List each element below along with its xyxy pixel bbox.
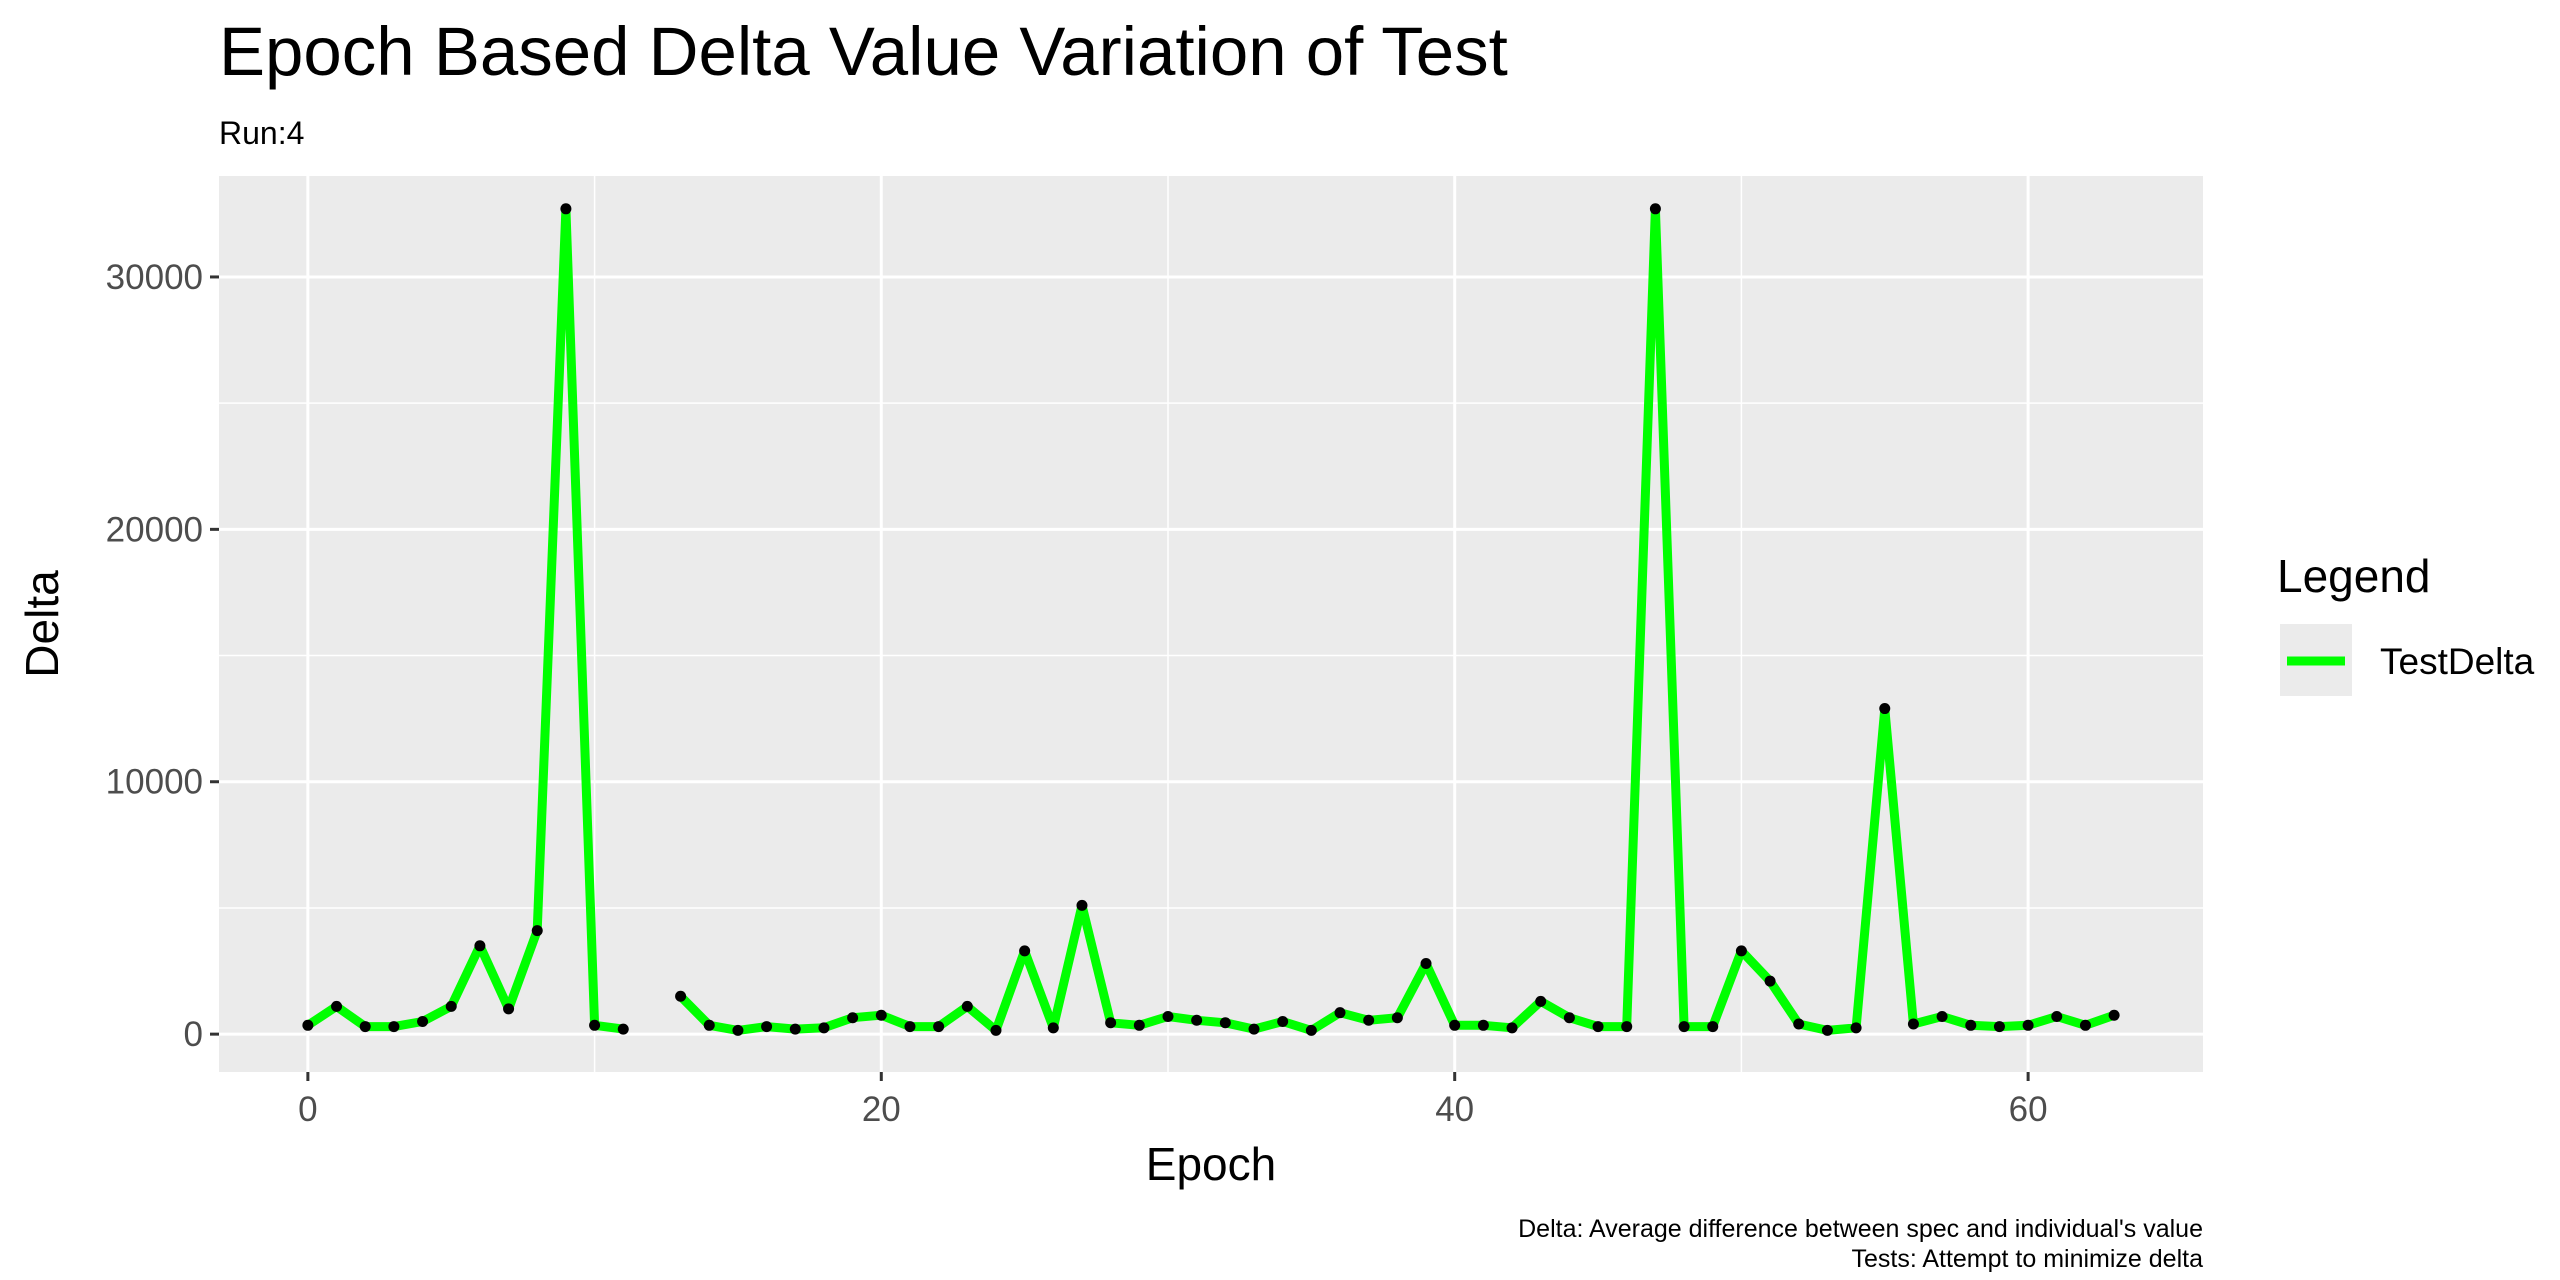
data-point xyxy=(1019,945,1031,957)
x-axis-title: Epoch xyxy=(1146,1138,1276,1190)
data-points xyxy=(302,203,2120,1036)
y-axis: 0 10000 20000 30000 xyxy=(106,258,219,1054)
data-point xyxy=(1821,1024,1833,1036)
x-tick-label: 60 xyxy=(2009,1090,2048,1129)
data-point xyxy=(2108,1009,2120,1021)
x-tick-label: 20 xyxy=(862,1090,901,1129)
data-point xyxy=(1592,1021,1604,1033)
data-point xyxy=(961,1000,973,1012)
data-point xyxy=(1764,975,1776,987)
data-point xyxy=(417,1016,429,1028)
y-tick-label: 10000 xyxy=(106,763,203,802)
legend-title: Legend xyxy=(2277,550,2431,602)
y-tick-label: 30000 xyxy=(106,258,203,297)
x-tick-label: 40 xyxy=(1435,1090,1474,1129)
data-point xyxy=(1793,1018,1805,1030)
data-point xyxy=(589,1019,601,1031)
data-point xyxy=(1334,1007,1346,1019)
x-tick-label: 0 xyxy=(298,1090,317,1129)
data-point xyxy=(617,1023,629,1035)
data-point xyxy=(331,1000,343,1012)
y-tick-label: 0 xyxy=(184,1015,203,1054)
data-point xyxy=(675,990,687,1002)
data-point xyxy=(1678,1021,1690,1033)
data-point xyxy=(1649,203,1661,215)
data-point xyxy=(818,1022,830,1034)
data-point xyxy=(1191,1014,1203,1026)
data-point xyxy=(732,1024,744,1036)
data-point xyxy=(1391,1012,1403,1024)
caption-line-2: Tests: Attempt to minimize delta xyxy=(1851,1245,2203,1273)
y-tick-label: 20000 xyxy=(106,510,203,549)
caption-line-1: Delta: Average difference between spec a… xyxy=(1518,1215,2203,1243)
chart-subtitle: Run:4 xyxy=(219,115,304,151)
data-point xyxy=(302,1019,314,1031)
chart-title: Epoch Based Delta Value Variation of Tes… xyxy=(219,13,1508,90)
legend: Legend TestDelta xyxy=(2277,550,2535,696)
data-point xyxy=(388,1021,400,1033)
data-point xyxy=(503,1003,515,1015)
data-point xyxy=(1965,1019,1977,1031)
data-point xyxy=(933,1021,945,1033)
data-point xyxy=(1248,1023,1260,1035)
data-point xyxy=(1621,1021,1633,1033)
data-point xyxy=(847,1012,859,1024)
data-point xyxy=(1850,1022,1862,1034)
data-point xyxy=(359,1021,371,1033)
data-point xyxy=(1047,1022,1059,1034)
data-point xyxy=(445,1000,457,1012)
data-point xyxy=(1420,957,1432,969)
data-point xyxy=(990,1024,1002,1036)
legend-label-testdelta: TestDelta xyxy=(2380,641,2535,682)
major-gridlines xyxy=(219,176,2203,1072)
data-point xyxy=(1993,1021,2005,1033)
data-point xyxy=(703,1019,715,1031)
data-point xyxy=(1563,1012,1575,1024)
data-point xyxy=(789,1023,801,1035)
data-point xyxy=(904,1021,916,1033)
data-point xyxy=(761,1021,773,1033)
y-axis-title: Delta xyxy=(16,570,68,678)
data-point xyxy=(1707,1021,1719,1033)
data-point xyxy=(2079,1019,2091,1031)
data-point xyxy=(1133,1019,1145,1031)
data-point xyxy=(1363,1014,1375,1026)
data-point xyxy=(560,203,572,215)
data-point xyxy=(875,1009,887,1021)
data-point xyxy=(1162,1010,1174,1022)
data-point xyxy=(1449,1019,1461,1031)
data-point xyxy=(1105,1017,1117,1029)
data-point xyxy=(1477,1019,1489,1031)
data-point xyxy=(474,940,486,952)
data-point xyxy=(531,925,543,937)
data-point xyxy=(1506,1022,1518,1034)
data-point xyxy=(1735,945,1747,957)
data-point xyxy=(2051,1010,2063,1022)
data-point xyxy=(1219,1017,1231,1029)
data-point xyxy=(2022,1019,2034,1031)
data-point xyxy=(1076,899,1088,911)
data-point xyxy=(1535,995,1547,1007)
data-point xyxy=(1277,1016,1289,1028)
data-point xyxy=(1907,1018,1919,1030)
data-point xyxy=(1305,1024,1317,1036)
data-point xyxy=(1879,703,1891,715)
series-line-testdelta xyxy=(305,204,624,1034)
minor-gridlines xyxy=(219,176,2203,1072)
data-point xyxy=(1936,1010,1948,1022)
x-axis: 0 20 40 60 xyxy=(298,1072,2048,1129)
